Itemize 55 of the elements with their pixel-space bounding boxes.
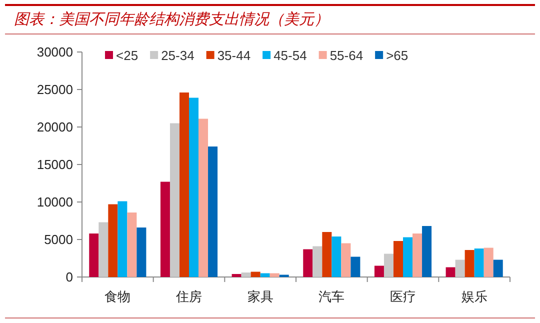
bar <box>160 182 170 277</box>
bar <box>118 201 128 277</box>
bar <box>136 228 146 277</box>
bar <box>332 236 342 277</box>
y-tick-label: 10000 <box>36 194 73 210</box>
bar <box>374 266 384 277</box>
bar <box>474 248 484 277</box>
bar <box>260 273 270 277</box>
bar <box>312 246 322 277</box>
bar <box>108 204 118 277</box>
legend-label: 25-34 <box>161 48 194 63</box>
legend-label: 35-44 <box>217 48 251 63</box>
bar <box>127 212 137 277</box>
bar <box>341 243 351 277</box>
bar <box>250 272 260 277</box>
chart-title: 图表：美国不同年龄结构消费支出情况（美元） <box>14 10 329 28</box>
bar <box>322 232 332 277</box>
x-tick-label: 食物 <box>104 290 131 305</box>
legend-label: 45-54 <box>274 48 307 63</box>
x-tick-label: 娱乐 <box>461 290 488 305</box>
bar <box>232 274 242 277</box>
x-tick-label: 住房 <box>175 289 202 305</box>
bar <box>464 250 474 277</box>
bar <box>422 226 432 277</box>
bar <box>446 267 456 277</box>
bar <box>493 260 503 277</box>
bar <box>270 273 280 277</box>
bar <box>189 98 199 277</box>
bar <box>384 254 394 277</box>
bar <box>241 272 251 277</box>
bar <box>412 234 422 277</box>
y-tick-label: 15000 <box>36 157 73 172</box>
y-tick-label: 0 <box>66 270 73 284</box>
bar <box>89 234 99 277</box>
bar <box>303 249 313 277</box>
bar <box>198 118 208 277</box>
bar <box>98 222 108 277</box>
x-tick-label: 家具 <box>247 289 274 305</box>
bar <box>393 241 403 277</box>
legend-label: 55-64 <box>330 48 364 63</box>
y-tick-label: 20000 <box>36 120 73 134</box>
bar <box>208 146 218 277</box>
x-tick-label: 医疗 <box>390 290 416 305</box>
bar <box>484 248 494 277</box>
bar <box>455 260 465 277</box>
bar <box>403 237 413 277</box>
y-tick-label: 25000 <box>36 82 73 97</box>
legend-label: <25 <box>116 48 138 63</box>
x-tick-label: 汽车 <box>318 290 345 305</box>
bar <box>179 92 189 277</box>
legend-label: >65 <box>386 48 408 63</box>
bar <box>350 256 360 277</box>
y-tick-label: 30000 <box>36 44 73 60</box>
y-tick-label: 5000 <box>44 232 73 247</box>
bar <box>170 123 180 277</box>
